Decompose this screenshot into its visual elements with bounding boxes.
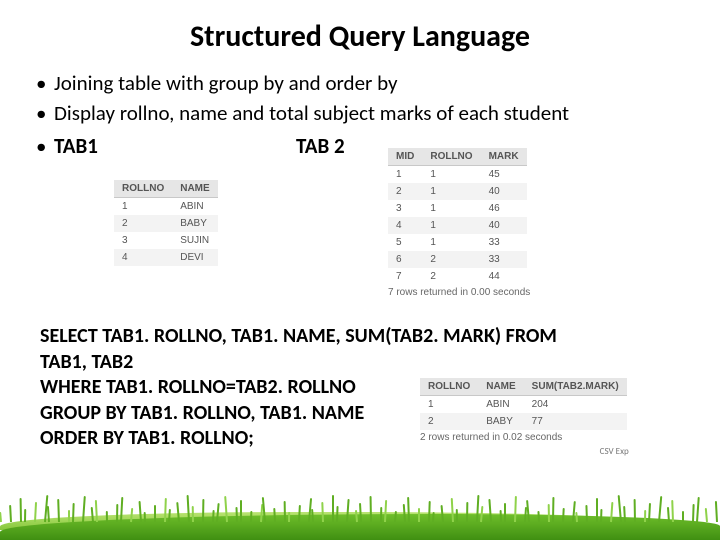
bullet-item: • Joining table with group by and order … — [36, 69, 690, 97]
bullet-text: Display rollno, name and total subject m… — [54, 99, 690, 127]
table-row: 1ABIN — [114, 198, 218, 216]
col-header: ROLLNO — [114, 180, 172, 198]
table-row: 5133 — [388, 234, 527, 251]
sql-line: TAB1, TAB2 — [40, 350, 680, 376]
table-row: 4DEVI — [114, 249, 218, 266]
col-header: NAME — [172, 180, 217, 198]
csv-export-label: CSV Exp — [600, 446, 629, 457]
col-header: ROLLNO — [420, 378, 478, 396]
table-row: 7244 — [388, 268, 527, 285]
tab-labels-row: • TAB1 TAB 2 — [36, 132, 690, 160]
tab2-caption: 7 rows returned in 0.00 seconds — [388, 287, 530, 298]
bullet-dot: • — [36, 132, 54, 160]
col-header: ROLLNO — [422, 148, 480, 166]
tab2-table: MID ROLLNO MARK 1145 2140 3146 4140 5133… — [388, 148, 527, 285]
sql-line: SELECT TAB1. ROLLNO, TAB1. NAME, SUM(TAB… — [40, 324, 680, 350]
bullet-item: • Display rollno, name and total subject… — [36, 99, 690, 127]
table-row: 1ABIN204 — [420, 396, 627, 414]
tab1-table: ROLLNO NAME 1ABIN 2BABY 3SUJIN 4DEVI — [114, 180, 218, 266]
col-header: NAME — [478, 378, 523, 396]
col-header: MID — [388, 148, 422, 166]
bullet-dot: • — [36, 69, 54, 97]
tab2-container: MID ROLLNO MARK 1145 2140 3146 4140 5133… — [388, 148, 530, 298]
table-header-row: ROLLNO NAME SUM(TAB2.MARK) — [420, 378, 627, 396]
result-caption: 2 rows returned in 0.02 seconds — [420, 432, 627, 443]
bullet-list: • Joining table with group by and order … — [36, 69, 690, 160]
table-row: 3146 — [388, 200, 527, 217]
bullet-text: Joining table with group by and order by — [54, 69, 690, 97]
table-row: 4140 — [388, 217, 527, 234]
tab1-label: TAB1 — [54, 132, 106, 160]
table-header-row: MID ROLLNO MARK — [388, 148, 527, 166]
col-header: MARK — [481, 148, 527, 166]
slide: Structured Query Language • Joining tabl… — [0, 0, 720, 540]
table-header-row: ROLLNO NAME — [114, 180, 218, 198]
grass-decoration — [0, 482, 720, 540]
page-title: Structured Query Language — [30, 18, 690, 55]
table-row: 1145 — [388, 166, 527, 184]
tab2-label: TAB 2 — [296, 132, 356, 160]
bullet-dot: • — [36, 99, 54, 127]
result-table: ROLLNO NAME SUM(TAB2.MARK) 1ABIN204 2BAB… — [420, 378, 627, 430]
table-row: 3SUJIN — [114, 232, 218, 249]
col-header: SUM(TAB2.MARK) — [524, 378, 627, 396]
table-row: 2BABY — [114, 215, 218, 232]
result-container: ROLLNO NAME SUM(TAB2.MARK) 1ABIN204 2BAB… — [420, 378, 627, 443]
table-row: 2140 — [388, 183, 527, 200]
table-row: 6233 — [388, 251, 527, 268]
table-row: 2BABY77 — [420, 413, 627, 430]
tab1-container: ROLLNO NAME 1ABIN 2BABY 3SUJIN 4DEVI — [114, 180, 218, 266]
